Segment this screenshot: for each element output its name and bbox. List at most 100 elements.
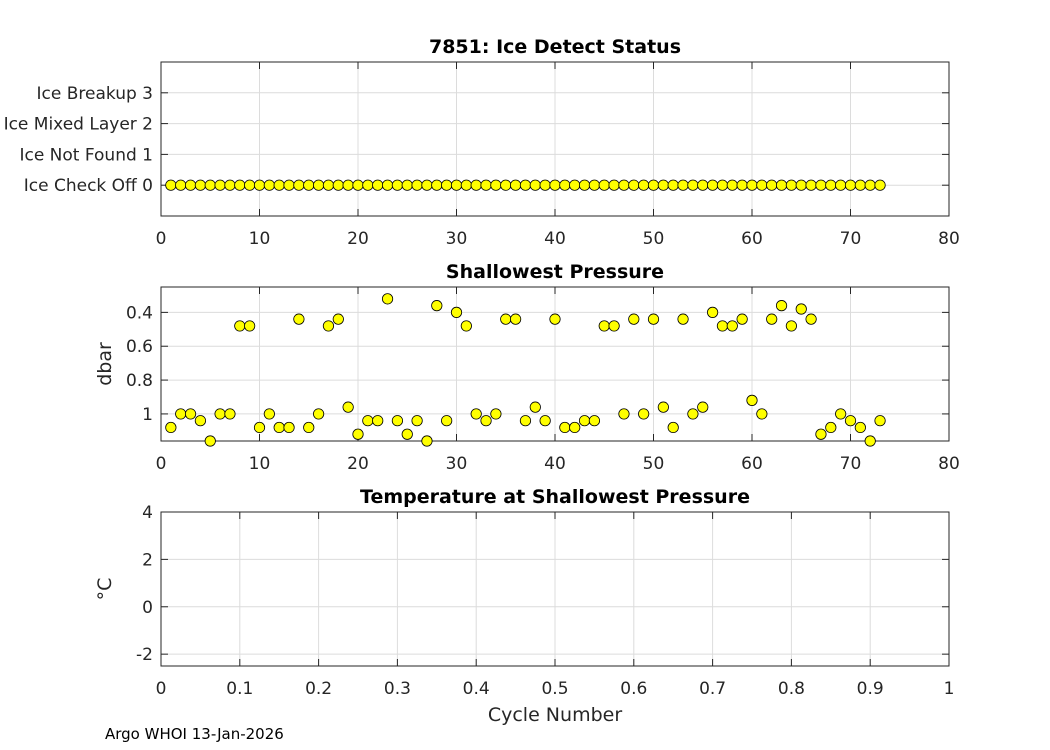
shallowest-pressure-point <box>716 320 729 332</box>
ice-detect-point <box>184 179 197 191</box>
shallowest-pressure-point <box>559 421 571 434</box>
shallowest-pressure-point <box>835 408 847 420</box>
shallowest-pressure-point <box>756 408 768 420</box>
shallowest-pressure-x-tick-label: 80 <box>938 454 960 474</box>
shallowest-pressure-point <box>854 421 866 434</box>
shallowest-pressure-point <box>608 320 620 332</box>
shallowest-pressure-point <box>184 408 197 420</box>
shallowest-pressure-point <box>460 320 472 332</box>
shallowest-pressure-point <box>509 313 522 325</box>
temperature-y-axis-label: °C <box>94 578 116 601</box>
shallowest-pressure-point <box>224 408 236 420</box>
ice-detect-y-tick-label: Ice Mixed Layer 2 <box>4 115 153 135</box>
ice-detect-point <box>598 179 610 191</box>
ice-detect-point <box>854 179 866 191</box>
ice-detect-point <box>421 179 433 191</box>
shallowest-pressure-x-tick-label: 50 <box>643 454 665 474</box>
ice-detect-point <box>441 179 453 191</box>
ice-detect-point <box>460 179 472 191</box>
ice-detect-point <box>312 179 325 191</box>
shallowest-pressure-point <box>864 435 876 447</box>
shallowest-pressure-point <box>638 408 650 420</box>
shallowest-pressure-point <box>549 313 561 325</box>
temperature-x-tick-label: 1 <box>944 679 955 699</box>
ice-detect-y-tick-label: Ice Not Found 1 <box>19 145 153 165</box>
shallowest-pressure-point <box>234 320 246 332</box>
shallowest-pressure-point <box>194 415 206 427</box>
ice-detect-point <box>401 179 413 191</box>
ice-detect-point <box>608 179 620 191</box>
ice-detect-point <box>874 179 886 191</box>
ice-detect-point <box>509 179 522 191</box>
ice-detect-point <box>825 179 837 191</box>
shallowest-pressure-point <box>529 401 541 413</box>
shallowest-pressure-point <box>825 421 837 434</box>
shallowest-pressure-point <box>539 415 551 427</box>
ice-detect-title: 7851: Ice Detect Status <box>429 36 681 58</box>
temperature-title: Temperature at Shallowest Pressure <box>360 486 750 508</box>
shallowest-pressure-x-tick-label: 70 <box>840 454 862 474</box>
temperature-x-tick-label: 0.9 <box>857 679 884 699</box>
shallowest-pressure-x-tick-label: 60 <box>741 454 763 474</box>
ice-detect-point <box>736 179 748 191</box>
ice-detect-point <box>391 179 403 191</box>
shallowest-pressure-point <box>391 415 403 427</box>
ice-detect-point <box>204 179 216 191</box>
ice-detect-point <box>756 179 768 191</box>
ice-detect-point <box>244 179 256 191</box>
ice-detect-point <box>322 179 335 191</box>
panel-shallowest-pressure: 0 10 20 30 40 50 60 70 80 0.4 0.6 0.8 1 Shallowest Pr… <box>94 261 960 474</box>
ice-detect-point <box>697 179 709 191</box>
ice-detect-point <box>588 179 601 191</box>
ice-detect-point <box>844 179 857 191</box>
shallowest-pressure-point <box>470 408 482 420</box>
shallowest-pressure-point <box>204 435 216 447</box>
ice-detect-x-tick-label: 80 <box>938 229 960 249</box>
ice-detect-point <box>194 179 206 191</box>
shallowest-pressure-point <box>726 320 738 332</box>
ice-detect-point <box>569 179 581 191</box>
ice-detect-point <box>342 179 354 191</box>
temperature-x-tick-label: 0 <box>156 679 167 699</box>
shallowest-pressure-point <box>697 401 709 413</box>
ice-detect-point <box>362 179 374 191</box>
shallowest-pressure-point <box>687 408 699 420</box>
shallowest-pressure-point <box>381 293 394 305</box>
ice-detect-point <box>667 179 679 191</box>
shallowest-pressure-point <box>677 313 689 325</box>
ice-detect-point <box>273 179 285 191</box>
shallowest-pressure-title: Shallowest Pressure <box>446 261 664 283</box>
ice-detect-point <box>224 179 236 191</box>
shallowest-pressure-point <box>618 408 630 420</box>
shallowest-pressure-point <box>500 313 512 325</box>
ice-detect-point <box>628 179 640 191</box>
temperature-y-tick-label: 4 <box>142 503 153 523</box>
shallowest-pressure-point <box>785 320 798 332</box>
temperature-y-tick-label: 0 <box>142 598 153 618</box>
shallowest-pressure-point <box>844 415 857 427</box>
ice-detect-point <box>677 179 689 191</box>
ice-detect-point <box>253 179 266 191</box>
shallowest-pressure-y-tick-label: 1 <box>142 405 153 425</box>
shallowest-pressure-point <box>372 415 384 427</box>
ice-detect-point <box>815 179 827 191</box>
shallowest-pressure-point <box>706 306 719 318</box>
ice-detect-point <box>234 179 246 191</box>
ice-detect-point <box>263 179 275 191</box>
shallowest-pressure-point <box>214 408 226 420</box>
ice-detect-point <box>500 179 512 191</box>
shallowest-pressure-x-tick-label: 0 <box>156 454 167 474</box>
ice-detect-x-tick-label: 10 <box>249 229 271 249</box>
shallowest-pressure-point <box>746 394 758 406</box>
shallowest-pressure-point <box>263 408 275 420</box>
shallowest-pressure-point <box>647 313 660 325</box>
shallowest-pressure-point <box>421 435 433 447</box>
ice-detect-x-tick-label: 50 <box>643 229 665 249</box>
ice-detect-point <box>618 179 630 191</box>
shallowest-pressure-point <box>805 313 817 325</box>
shallowest-pressure-point <box>293 313 305 325</box>
ice-detect-x-tick-label: 20 <box>347 229 369 249</box>
ice-detect-point <box>214 179 226 191</box>
panel-temperature: 0 0.1 0.2 0.3 0.4 0.5 0.6 0.7 0.8 0.9 1-2024Temper… <box>94 486 954 726</box>
